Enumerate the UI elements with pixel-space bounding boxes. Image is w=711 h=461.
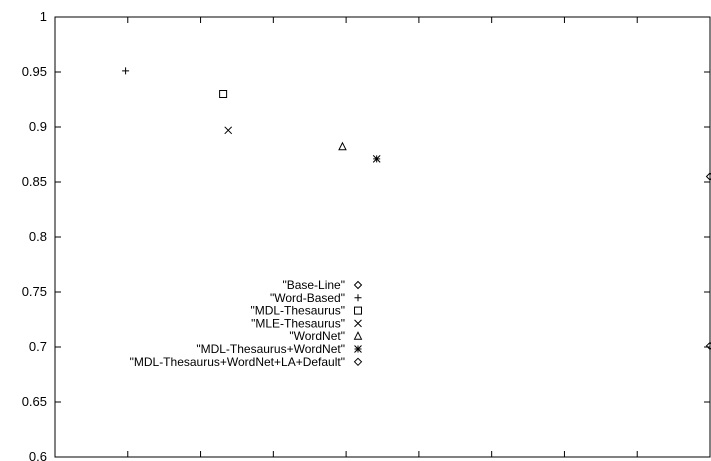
y-tick-label: 0.7 <box>29 339 47 354</box>
x-tick-label: 0.1 <box>46 459 64 461</box>
legend-marker <box>354 294 362 302</box>
y-tick-label: 0.9 <box>29 119 47 134</box>
x-tick-label: 0.7 <box>483 459 501 461</box>
data-point <box>705 172 711 181</box>
legend-marker <box>353 280 363 290</box>
legend-label: "MDL-Thesaurus" <box>250 304 345 318</box>
y-tick-label: 0.95 <box>22 64 47 79</box>
axis-ticks: 0.6 0.65 0.7 0.75 0.8 0.85 0.9 0.95 1 0.1 0.2 0.3 0.… <box>22 9 711 461</box>
data-point <box>219 90 228 98</box>
legend-label: "MDL-Thesaurus+WordNet+LA+Default" <box>130 355 345 369</box>
legend-marker <box>354 319 362 328</box>
x-tick-label: 0.5 <box>337 459 355 461</box>
plot-frame <box>54 16 711 458</box>
y-tick-label: 1 <box>40 9 47 24</box>
legend-label: "Word-Based" <box>270 291 345 305</box>
x-tick-label: 1 <box>706 459 711 461</box>
data-point <box>372 155 381 163</box>
y-tick-label: 0.75 <box>22 284 47 299</box>
x-tick-label: 0.9 <box>628 459 646 461</box>
legend-marker <box>353 357 363 367</box>
data-point <box>338 141 347 151</box>
x-tick-label: 0.6 <box>410 459 428 461</box>
y-tick-label: 0.8 <box>29 229 47 244</box>
data-point <box>705 341 711 351</box>
legend-label: "Base-Line" <box>282 278 345 292</box>
legend-marker <box>354 306 362 315</box>
legend-label: "MLE-Thesaurus" <box>251 316 345 330</box>
legend-marker <box>353 331 363 340</box>
legend-label: "MDL-Thesaurus+WordNet" <box>196 342 345 356</box>
y-tick-label: 0.85 <box>22 174 47 189</box>
data-points <box>122 67 711 351</box>
y-tick-label: 0.65 <box>22 394 47 409</box>
x-tick-label: 0.2 <box>119 459 137 461</box>
legend-label: "WordNet" <box>289 329 345 343</box>
legend: "Base-Line""Word-Based""MDL-Thesaurus""M… <box>130 278 363 369</box>
x-tick-label: 0.8 <box>555 459 573 461</box>
x-tick-label: 0.3 <box>192 459 210 461</box>
y-tick-label: 0.6 <box>29 449 47 461</box>
legend-marker <box>354 345 362 353</box>
x-tick-label: 0.4 <box>264 459 282 461</box>
data-point <box>224 126 233 135</box>
data-point <box>122 67 130 75</box>
